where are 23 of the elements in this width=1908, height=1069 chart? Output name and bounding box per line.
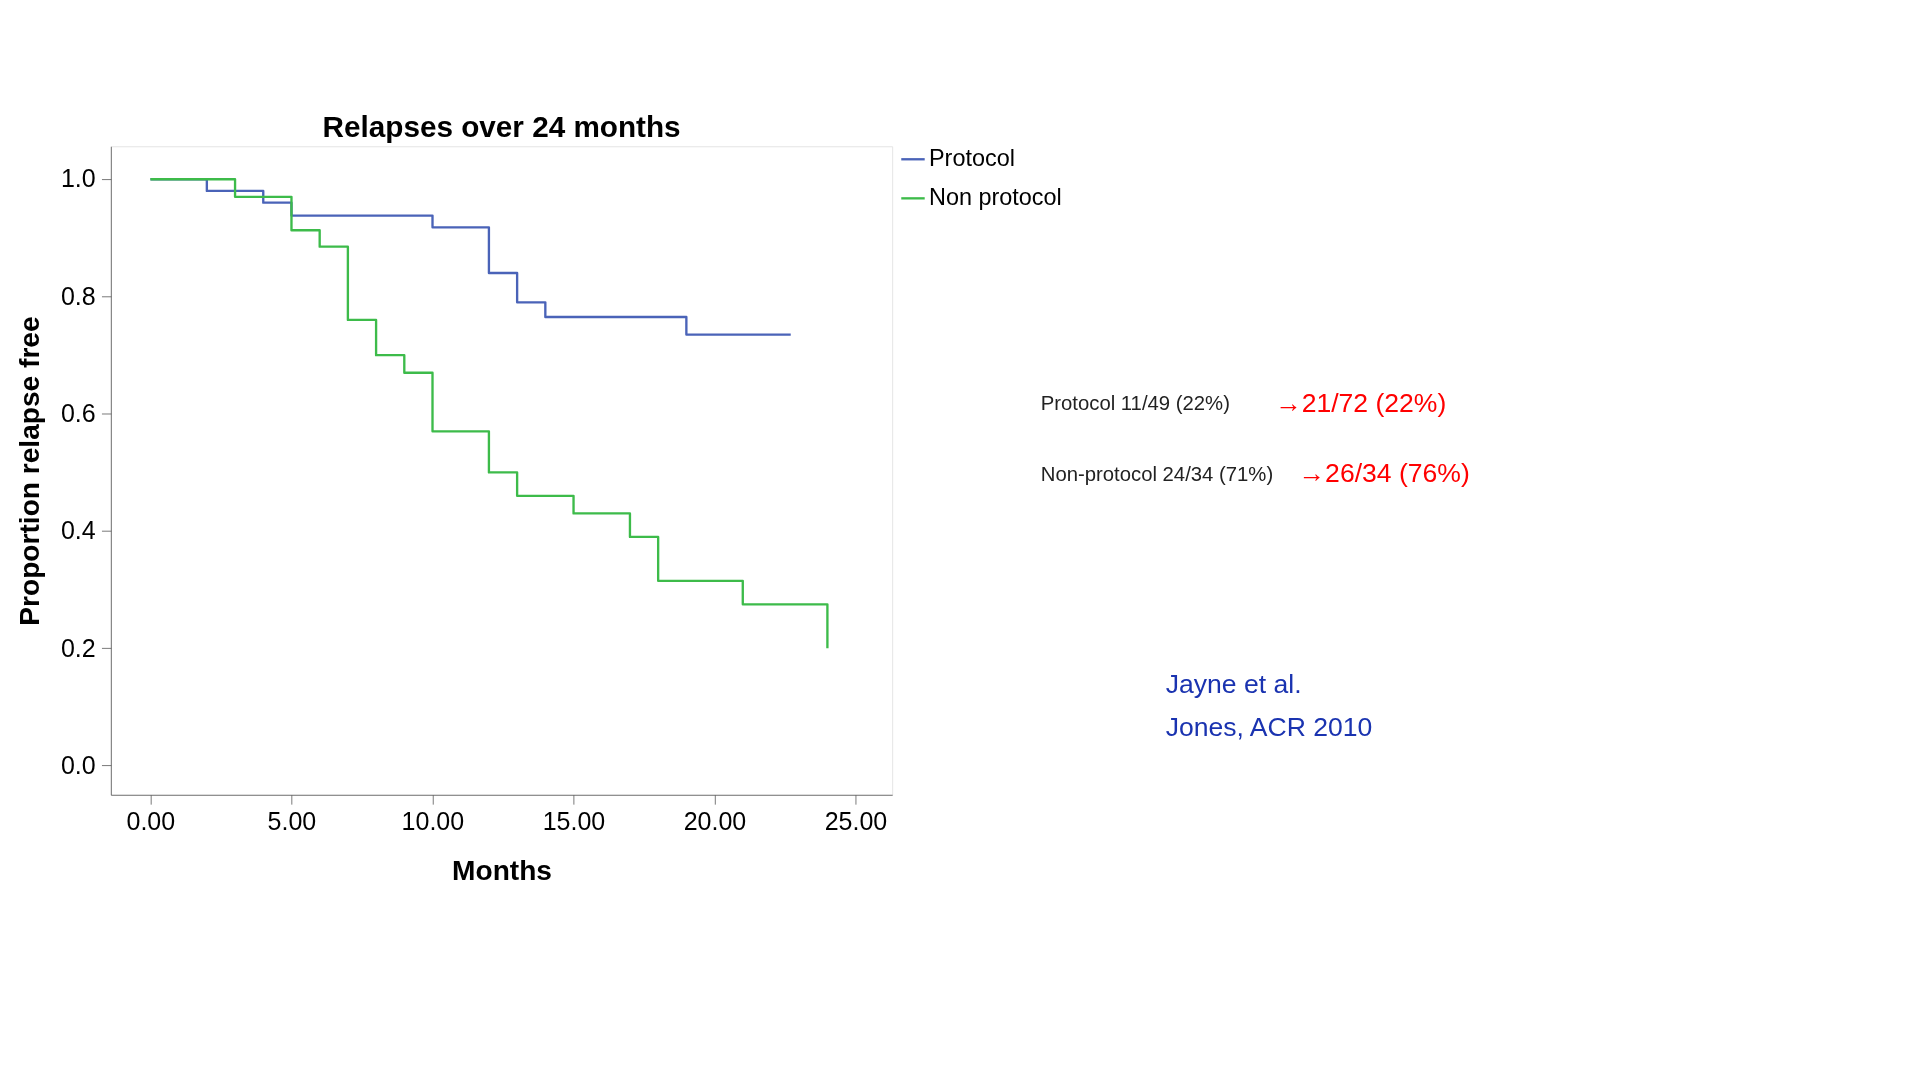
text: →26/34 (76%) (1298, 458, 1470, 489)
x-tick-label: 15.00 (542, 807, 606, 836)
text: Jones, ACR 2010 (1165, 712, 1373, 743)
x-tick-label: 10.00 (401, 807, 465, 836)
x-tick-label: 20.00 (683, 807, 747, 836)
y-axis-title: Proportion relapse free (14, 316, 46, 626)
legend-label: Protocol (929, 145, 1015, 172)
x-tick-label: 25.00 (824, 807, 888, 836)
y-tick-label: 1.0 (60, 164, 96, 193)
text: Non-protocol 24/34 (71%) (1040, 462, 1274, 485)
y-tick-label: 0.2 (60, 633, 96, 662)
x-tick-label: 0.00 (126, 807, 176, 836)
chart-title: Relapses over 24 months (322, 110, 681, 144)
y-tick-label: 0.8 (60, 281, 96, 310)
x-tick-label: 5.00 (267, 807, 317, 836)
text: →21/72 (22%) (1275, 388, 1447, 419)
legend-label: Non protocol (929, 184, 1062, 211)
text: Protocol 11/49 (22%) (1040, 392, 1230, 415)
text: Jayne et al. (1165, 669, 1302, 700)
y-tick-label: 0.4 (60, 516, 96, 545)
y-tick-label: 0.0 (60, 750, 96, 779)
y-tick-label: 0.6 (60, 398, 96, 427)
x-axis-title: Months (452, 855, 552, 887)
